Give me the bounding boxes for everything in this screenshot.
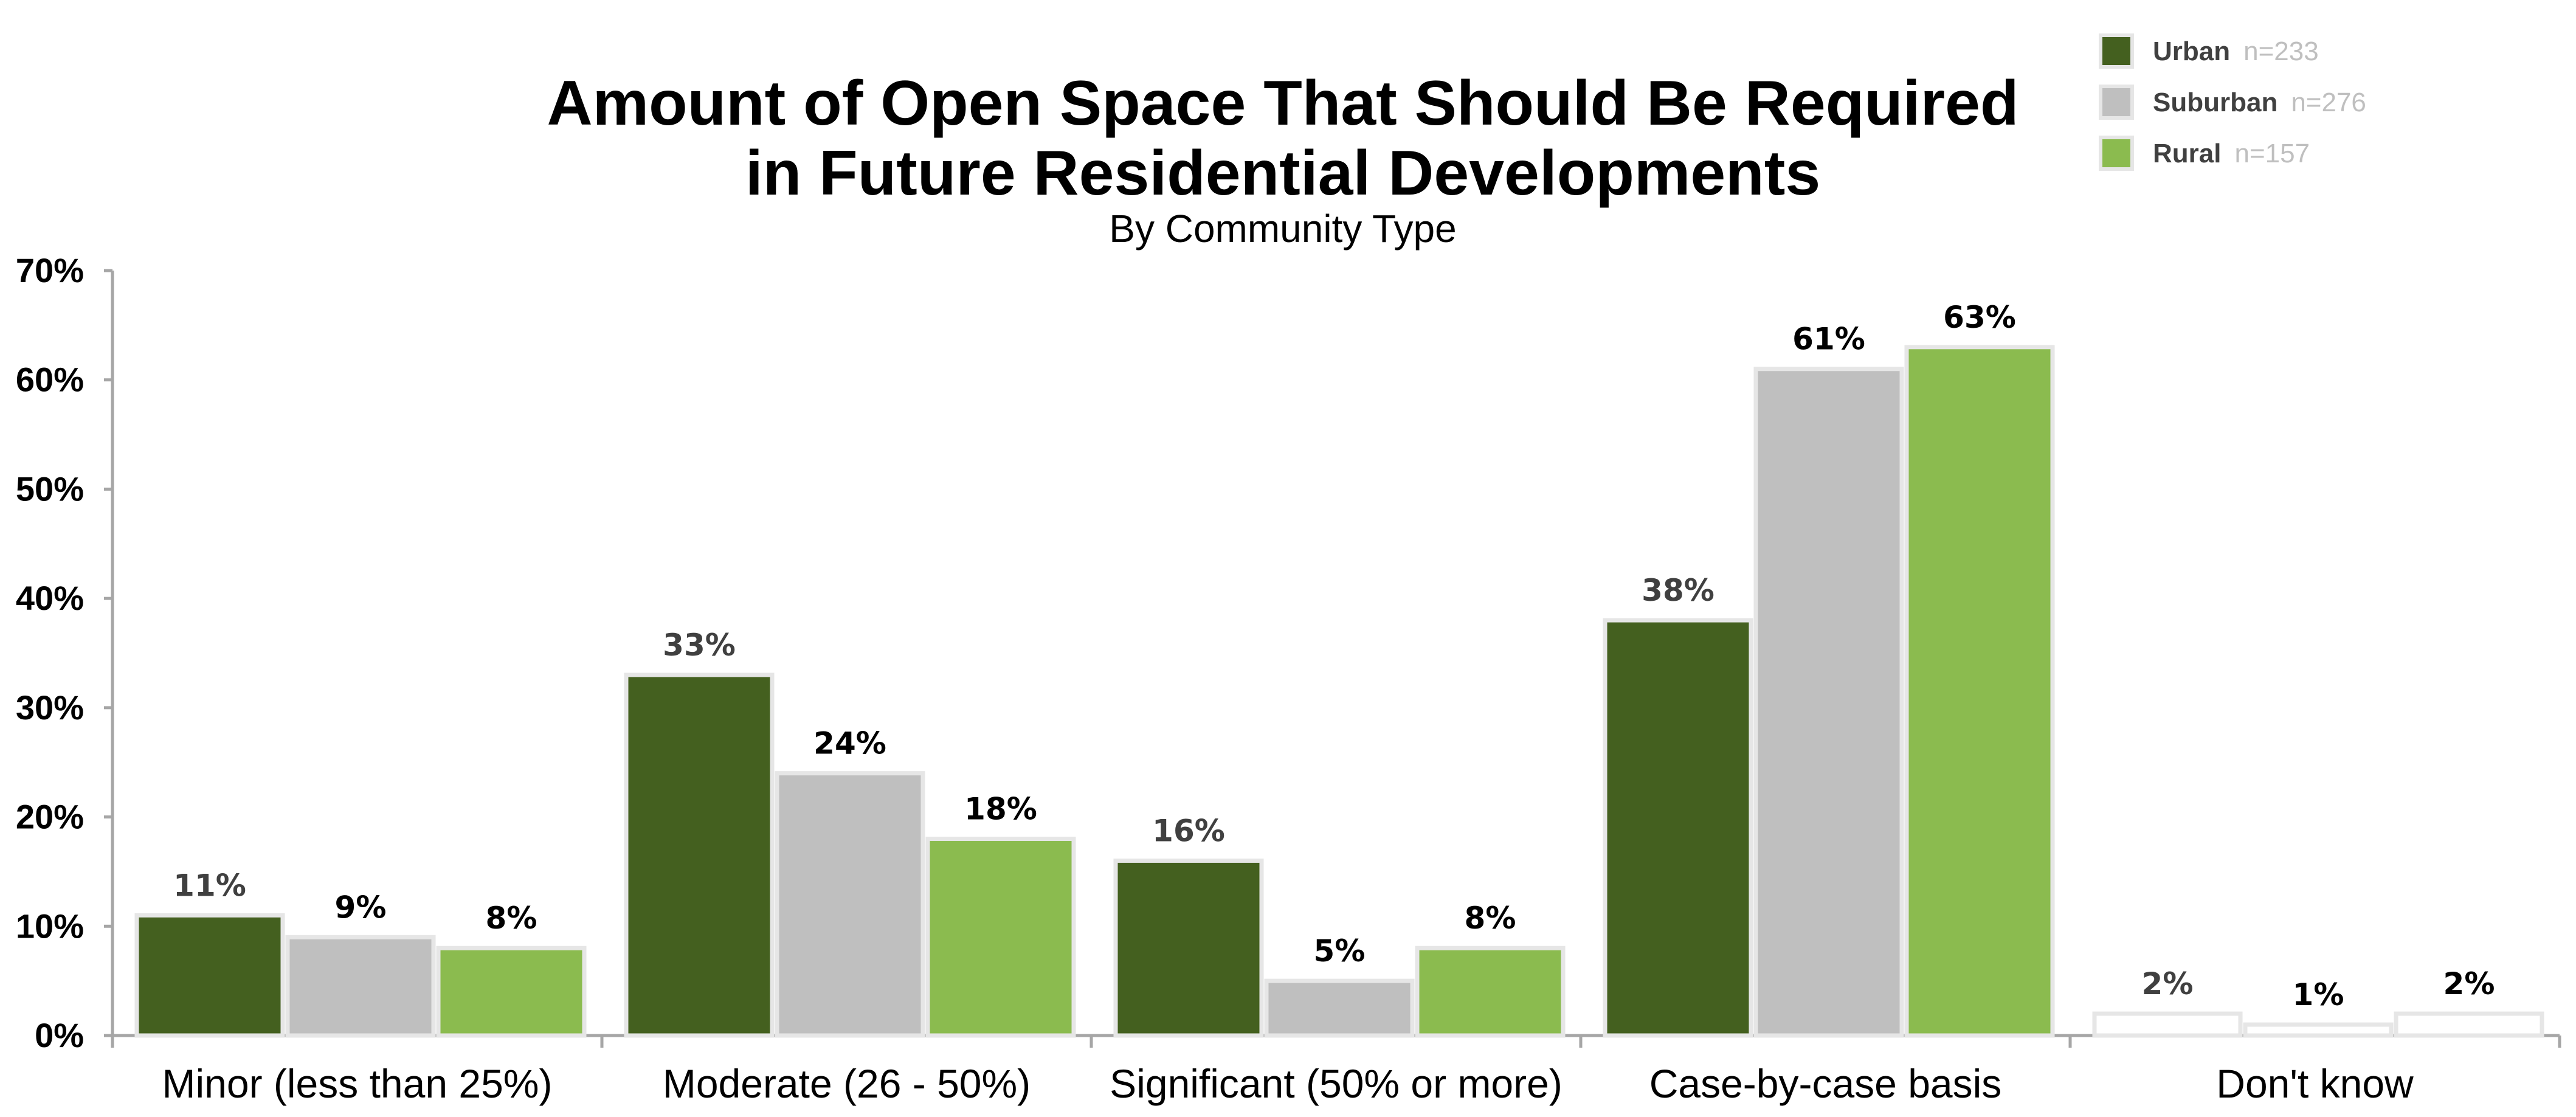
y-tick-label: 10%: [16, 907, 84, 945]
bar-suburban: [1264, 978, 1415, 1038]
bar-rural: [2394, 1011, 2544, 1038]
bar-suburban: [2243, 1022, 2394, 1038]
x-tick-label: Case-by-case basis: [1649, 1061, 2002, 1106]
chart-title-line-2: in Future Residential Developments: [745, 138, 1820, 209]
bar-suburban: [285, 935, 436, 1038]
y-tick-label: 50%: [16, 469, 84, 508]
data-label: 1%: [2293, 977, 2344, 1012]
legend-n-suburban: n=276: [2291, 88, 2366, 117]
bar-urban: [1113, 858, 1264, 1038]
x-tick-label: Don't know: [2216, 1061, 2414, 1106]
bar-rural: [925, 837, 1076, 1038]
bar-suburban: [1753, 367, 1904, 1038]
chart-title-line-1: Amount of Open Space That Should Be Requ…: [547, 68, 2019, 139]
legend-label-rural: Rural: [2153, 139, 2221, 168]
data-label: 8%: [1465, 901, 1516, 936]
legend-swatch-rural: [2099, 136, 2134, 171]
data-label: 61%: [1792, 322, 1865, 357]
legend-swatch-urban: [2099, 33, 2134, 69]
data-labels: 11% 9% 8% 33% 24% 18% 16% 5% 8% 38% 61% 63% 2% 1% 2%: [173, 300, 2495, 1012]
data-label: 63%: [1943, 300, 2016, 335]
y-tick-label: 30%: [16, 688, 84, 727]
legend-swatch-suburban: [2099, 85, 2134, 120]
x-tick-label: Minor (less than 25%): [162, 1061, 553, 1106]
y-tick-label: 20%: [16, 798, 84, 836]
chart-subtitle: By Community Type: [1109, 207, 1456, 251]
y-tick-label: 40%: [16, 579, 84, 617]
y-tick-label: 0%: [35, 1016, 84, 1054]
data-label: 2%: [2142, 966, 2194, 1001]
data-label: 18%: [964, 792, 1037, 827]
data-label: 16%: [1152, 813, 1225, 848]
data-label: 5%: [1314, 933, 1366, 969]
chart-title: Amount of Open Space That Should Be Requ…: [547, 68, 2019, 209]
bar-rural: [1904, 345, 2055, 1038]
bar-urban: [624, 673, 775, 1038]
x-tick-label: Moderate (26 - 50%): [663, 1061, 1031, 1106]
x-tick-label: Significant (50% or more): [1110, 1061, 1563, 1106]
data-label: 38%: [1642, 573, 1714, 608]
legend-n-rural: n=157: [2234, 139, 2310, 168]
legend: Urban n=233 Suburban n=276 Rural n=157: [2099, 33, 2366, 171]
data-label: 9%: [335, 890, 387, 925]
y-axis: 0% 10% 20% 30% 40% 50% 60% 70%: [16, 251, 114, 1054]
data-label: 2%: [2443, 966, 2495, 1001]
x-axis: Minor (less than 25%) Moderate (26 - 50%)…: [111, 1034, 2561, 1106]
y-tick-label: 60%: [16, 361, 84, 399]
bar-urban: [1603, 618, 1753, 1038]
y-tick-label: 70%: [16, 251, 84, 289]
data-label: 8%: [486, 901, 537, 936]
bar-suburban: [775, 771, 925, 1038]
data-label: 33%: [663, 628, 736, 663]
legend-label-suburban: Suburban: [2153, 88, 2277, 117]
data-label: 24%: [813, 726, 886, 761]
legend-n-urban: n=233: [2243, 36, 2319, 66]
legend-label-urban: Urban: [2153, 36, 2230, 66]
bar-rural: [436, 946, 587, 1038]
bar-rural: [1415, 946, 1566, 1038]
bar-urban: [134, 913, 285, 1038]
bar-urban: [2092, 1011, 2243, 1038]
data-label: 11%: [173, 868, 246, 903]
bars: [134, 345, 2544, 1038]
